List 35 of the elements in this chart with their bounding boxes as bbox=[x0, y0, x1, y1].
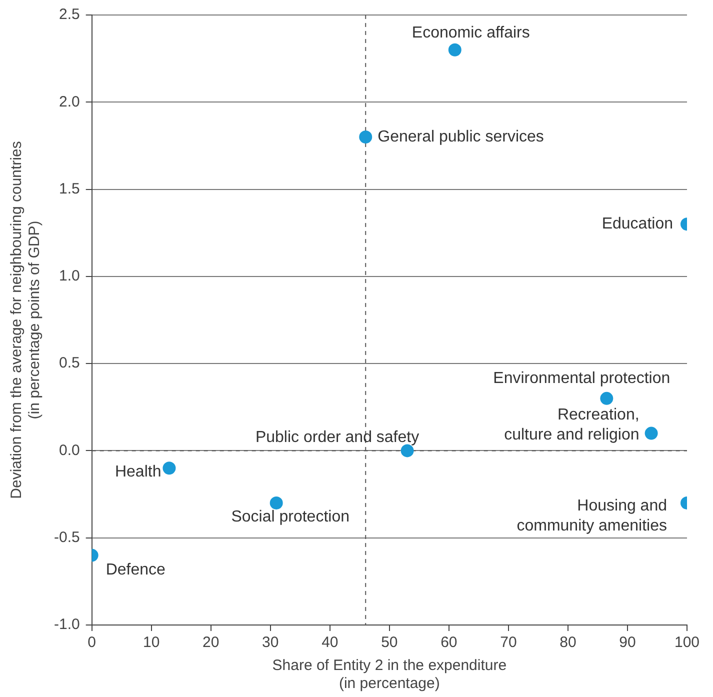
point bbox=[448, 43, 462, 56]
point bbox=[359, 130, 372, 144]
x-tick-label: 80 bbox=[560, 634, 576, 652]
x-axis-title: Share of Entity 2 in the expenditure (in percentage) bbox=[272, 657, 507, 692]
x-tick-label: 60 bbox=[440, 634, 458, 652]
y-tick-label: -0.5 bbox=[54, 529, 80, 546]
y-tick-label: 1.0 bbox=[58, 268, 80, 285]
annotation: Social protection bbox=[231, 508, 350, 526]
x-tick-label: 10 bbox=[143, 634, 160, 652]
point bbox=[162, 462, 176, 475]
annotation: Environmental protection bbox=[493, 370, 670, 387]
x-tick-label: 70 bbox=[500, 634, 517, 652]
annotation: Recreation, culture and religion bbox=[504, 406, 640, 444]
x-tick-label: 100 bbox=[674, 634, 700, 652]
annotation: Health bbox=[114, 464, 162, 481]
annotation: Public order and safety bbox=[255, 429, 420, 446]
x-tick-label: 90 bbox=[619, 634, 636, 652]
y-tick-label: 2.0 bbox=[58, 93, 80, 110]
x-tick-label: 30 bbox=[262, 634, 279, 652]
annotation: Education bbox=[602, 216, 673, 233]
x-tick-label: 50 bbox=[381, 634, 398, 652]
annotation: Housing and community amenities bbox=[516, 497, 667, 534]
x-tick-label: 20 bbox=[202, 634, 220, 652]
point bbox=[270, 496, 283, 510]
y-tick-label: 0.0 bbox=[58, 442, 80, 459]
y-tick-label: -1.0 bbox=[54, 616, 80, 634]
annotation: General public services bbox=[378, 128, 544, 146]
annotation: Defence bbox=[106, 562, 166, 579]
y-tick-label: 0.5 bbox=[58, 354, 80, 372]
y-tick-label: 1.5 bbox=[58, 180, 80, 198]
x-tick-label: 0 bbox=[88, 634, 96, 652]
y-tick-label: 2.5 bbox=[58, 6, 80, 24]
annotation: Economic affairs bbox=[412, 24, 530, 42]
y-axis-title: Deviation from the average for neighbouring countries (in percentage points of GDP) bbox=[8, 141, 44, 499]
x-tick-label: 40 bbox=[322, 634, 338, 652]
